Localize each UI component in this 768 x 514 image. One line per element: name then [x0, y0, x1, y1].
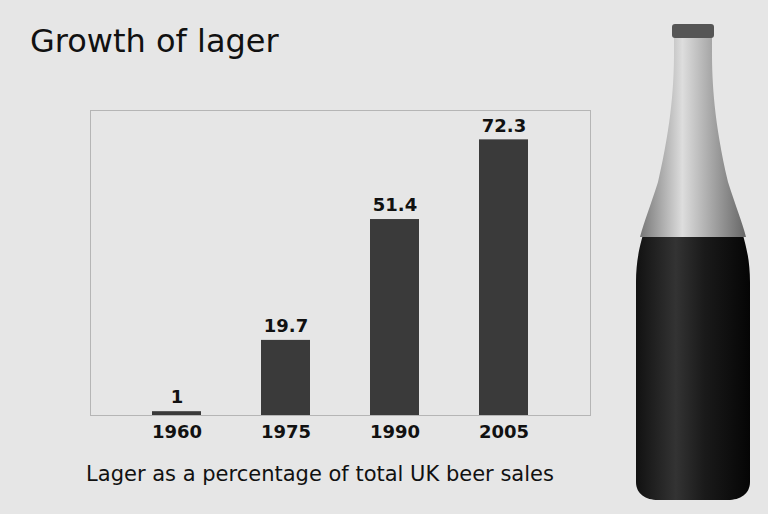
html-text:Growth of lager: Growth of lager	[30, 22, 279, 60]
svg-text:1960: 1960	[152, 421, 202, 442]
svg-text:2005: 2005	[479, 421, 529, 442]
svg-text:1: 1	[171, 386, 184, 407]
svg-text:1975: 1975	[261, 421, 311, 442]
svg-text:72.3: 72.3	[482, 115, 526, 136]
svg-text:19.7: 19.7	[264, 315, 308, 336]
svg-text:1990: 1990	[370, 421, 420, 442]
html-text:Lager as a percentage of total: Lager as a percentage of total UK beer s…	[86, 462, 554, 486]
svg-text:51.4: 51.4	[373, 194, 417, 215]
